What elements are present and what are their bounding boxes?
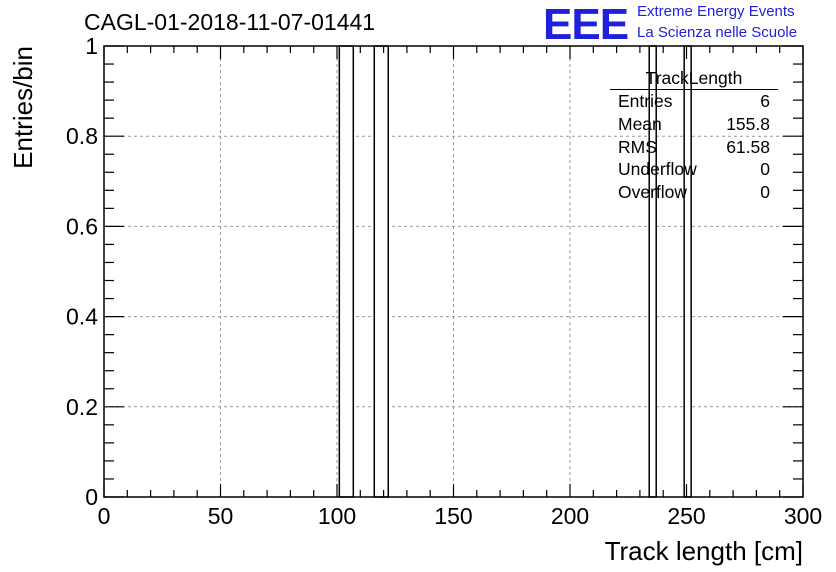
stats-label: Entries bbox=[618, 91, 673, 111]
stats-label: Overflow bbox=[618, 182, 688, 203]
stats-value: 0 bbox=[760, 182, 770, 203]
histogram-bar bbox=[373, 45, 390, 498]
stats-label: Underflow bbox=[618, 159, 697, 180]
y-tick-label: 0.6 bbox=[66, 213, 98, 239]
stats-row-mean: Mean 155.8 bbox=[610, 113, 778, 136]
logo-line-1: Extreme Energy Events bbox=[637, 3, 795, 20]
y-tick-label: 1 bbox=[85, 33, 98, 59]
stats-value: 6 bbox=[760, 91, 770, 111]
y-tick-label: 0 bbox=[85, 484, 98, 510]
y-tick-label: 0.4 bbox=[66, 304, 98, 330]
stats-value: 155.8 bbox=[726, 113, 770, 134]
logo-line-2: La Scienza nelle Scuole bbox=[637, 24, 798, 41]
stats-row-overflow: Overflow 0 bbox=[610, 181, 778, 204]
stats-title: TrackLength bbox=[610, 67, 778, 90]
y-tick-label: 0.2 bbox=[66, 394, 98, 420]
x-tick-label: 50 bbox=[208, 503, 234, 529]
x-tick-label: 200 bbox=[551, 503, 589, 529]
eee-logo: EEE bbox=[543, 0, 629, 49]
stats-label: Mean bbox=[618, 113, 662, 134]
x-axis-label: Track length [cm] bbox=[605, 536, 803, 566]
x-tick-label: 100 bbox=[318, 503, 356, 529]
y-tick-label: 0.8 bbox=[66, 123, 98, 149]
x-tick-label: 150 bbox=[434, 503, 472, 529]
stats-row-entries: Entries 6 bbox=[610, 90, 778, 113]
x-tick-label: 250 bbox=[667, 503, 705, 529]
stats-value: 0 bbox=[760, 159, 770, 180]
histogram-bar bbox=[338, 45, 355, 498]
stats-row-rms: RMS 61.58 bbox=[610, 136, 778, 159]
stats-box: TrackLength Entries 6 Mean 155.8 RMS 61.… bbox=[610, 67, 778, 204]
tick-labels: 0 50 100 150 200 250 300 0 0.2 0.4 0.6 0.8 1 bbox=[66, 33, 822, 529]
stats-row-underflow: Underflow 0 bbox=[610, 158, 778, 181]
y-axis-label: Entries/bin bbox=[8, 46, 38, 169]
x-tick-label: 300 bbox=[784, 503, 822, 529]
stats-value: 61.58 bbox=[726, 136, 770, 157]
stats-label: RMS bbox=[618, 136, 657, 157]
chart-title: CAGL-01-2018-11-07-01441 bbox=[84, 9, 376, 35]
x-tick-label: 0 bbox=[98, 503, 111, 529]
axis-ticks bbox=[103, 45, 804, 498]
